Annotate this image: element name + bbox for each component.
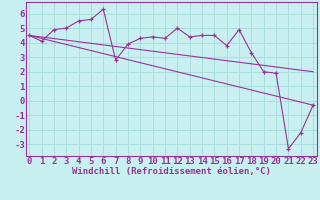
- X-axis label: Windchill (Refroidissement éolien,°C): Windchill (Refroidissement éolien,°C): [72, 167, 271, 176]
